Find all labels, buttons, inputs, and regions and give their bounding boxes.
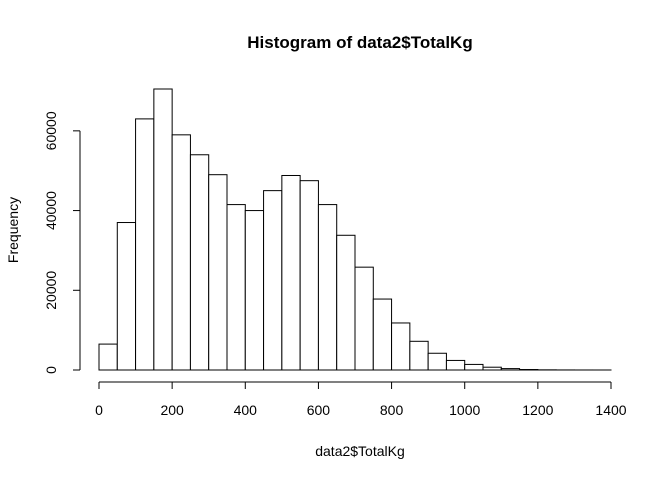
y-tick-label: 20000 bbox=[43, 271, 59, 310]
y-axis-label: Frequency bbox=[5, 197, 21, 263]
histogram-bar-5 bbox=[189, 154, 210, 371]
histogram-bar-2 bbox=[135, 118, 155, 371]
histogram-bar-20 bbox=[464, 363, 484, 371]
x-tick-label: 1400 bbox=[595, 402, 626, 418]
histogram-bar-13 bbox=[336, 234, 356, 371]
x-axis: 0 200 400 600 800 1000 1200 1400 bbox=[95, 381, 627, 418]
x-tick-label: 600 bbox=[307, 402, 331, 418]
y-tick-label: 0 bbox=[43, 366, 59, 374]
histogram-bar-21 bbox=[482, 366, 502, 371]
histogram-bar-15 bbox=[372, 298, 393, 371]
histogram-bar-6 bbox=[208, 174, 228, 371]
histogram-bars bbox=[98, 88, 612, 371]
histogram-bar-7 bbox=[226, 204, 246, 371]
histogram-bar-8 bbox=[244, 210, 265, 371]
histogram-bar-3 bbox=[153, 88, 173, 371]
histogram-bar-14 bbox=[354, 266, 374, 371]
chart-title: Histogram of data2$TotalKg bbox=[247, 33, 472, 52]
y-tick-label: 40000 bbox=[43, 191, 59, 230]
histogram-bar-16 bbox=[391, 322, 411, 371]
histogram-bar-18 bbox=[427, 352, 447, 371]
y-axis: 0 20000 40000 60000 bbox=[43, 111, 81, 374]
histogram-bar-17 bbox=[409, 340, 429, 371]
histogram-bar-0 bbox=[98, 343, 118, 371]
y-tick-label: 60000 bbox=[43, 111, 59, 150]
histogram-bar-22 bbox=[500, 368, 521, 371]
x-tick-label: 800 bbox=[380, 402, 404, 418]
histogram-bar-19 bbox=[445, 359, 466, 371]
x-axis-label: data2$TotalKg bbox=[315, 443, 405, 459]
histogram-bar-12 bbox=[317, 204, 338, 371]
x-tick-label: 1000 bbox=[449, 402, 480, 418]
histogram-bar-4 bbox=[171, 134, 191, 371]
x-tick-label: 400 bbox=[234, 402, 258, 418]
x-tick-label: 200 bbox=[160, 402, 184, 418]
histogram-bar-10 bbox=[281, 174, 301, 371]
x-tick-label: 1200 bbox=[522, 402, 553, 418]
histogram-bar-1 bbox=[116, 222, 137, 371]
x-tick-label: 0 bbox=[95, 402, 103, 418]
histogram-bar-11 bbox=[299, 180, 319, 371]
histogram-bar-9 bbox=[263, 190, 283, 371]
